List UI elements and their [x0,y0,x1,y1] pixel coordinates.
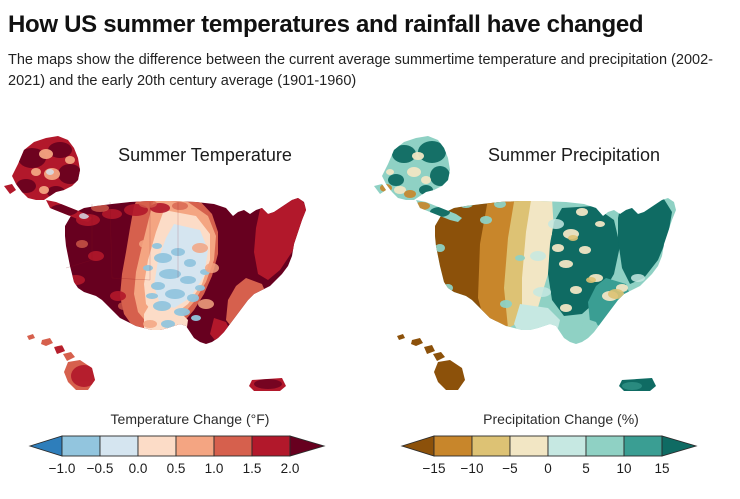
tick-t-2: 0.0 [128,461,148,476]
page-title: How US summer temperatures and rainfall … [8,11,644,38]
tick-p-1: −10 [460,461,484,476]
map-precipitation [370,128,740,413]
cbar-swatch-t-2 [99,435,139,457]
cbar-swatch-p-3 [509,435,549,457]
cbar-swatch-t-6 [251,435,291,457]
temperature-colorbar-svg [28,435,326,457]
map-title-temperature: Summer Temperature [118,145,292,165]
page-subtitle: The maps show the difference between the… [8,52,713,89]
legend-precipitation: Precipitation Change (%) [370,411,740,499]
tick-p-2: −5 [502,461,518,476]
tick-t-6: 2.0 [280,461,300,476]
legend-temperature: Temperature Change (°F) [0,411,370,499]
legend-ticks-temperature: −1.0 −0.5 0.0 0.5 1.0 1.5 2.0 [18,461,336,481]
tick-t-3: 0.5 [166,461,186,476]
tick-t-0: −1.0 [48,461,76,476]
tick-p-4: 5 [582,461,590,476]
tick-p-6: 15 [654,461,670,476]
legend-title-precipitation: Precipitation Change (%) [483,411,639,427]
maps-container: Summer Temperature Temperature Change (°… [0,128,740,499]
tick-t-4: 1.0 [204,461,224,476]
cbar-swatch-p-6 [623,435,663,457]
cbar-swatch-t-5 [213,435,253,457]
legend-colorbar-precipitation [390,435,708,457]
cbar-swatch-p-2 [471,435,511,457]
cbar-swatch-p-5 [585,435,625,457]
tick-p-5: 10 [616,461,632,476]
cbar-swatch-t-4 [175,435,215,457]
cbar-swatch-p-7 [661,435,698,457]
legend-title-temperature: Temperature Change (°F) [110,411,270,427]
tick-t-5: 1.5 [242,461,262,476]
panel-summer-precipitation: Summer Precipitation Precipitation Chang… [370,128,740,499]
cbar-swatch-p-0 [400,435,435,457]
legend-colorbar-temperature [18,435,336,457]
cbar-swatch-t-0 [28,435,63,457]
cbar-swatch-t-7 [289,435,326,457]
tick-p-0: −15 [422,461,446,476]
cbar-swatch-p-1 [433,435,473,457]
map-temperature [0,128,370,413]
cbar-swatch-t-3 [137,435,177,457]
panel-summer-temperature: Summer Temperature Temperature Change (°… [0,128,370,499]
cbar-swatch-t-1 [61,435,101,457]
legend-ticks-precipitation: −15 −10 −5 0 5 10 15 [390,461,708,481]
tick-t-1: −0.5 [86,461,114,476]
tick-p-3: 0 [544,461,552,476]
precipitation-colorbar-svg [400,435,698,457]
temperature-map-svg [4,136,306,391]
map-title-precipitation: Summer Precipitation [487,145,661,165]
precipitation-map-svg [374,136,676,391]
cbar-swatch-p-4 [547,435,587,457]
